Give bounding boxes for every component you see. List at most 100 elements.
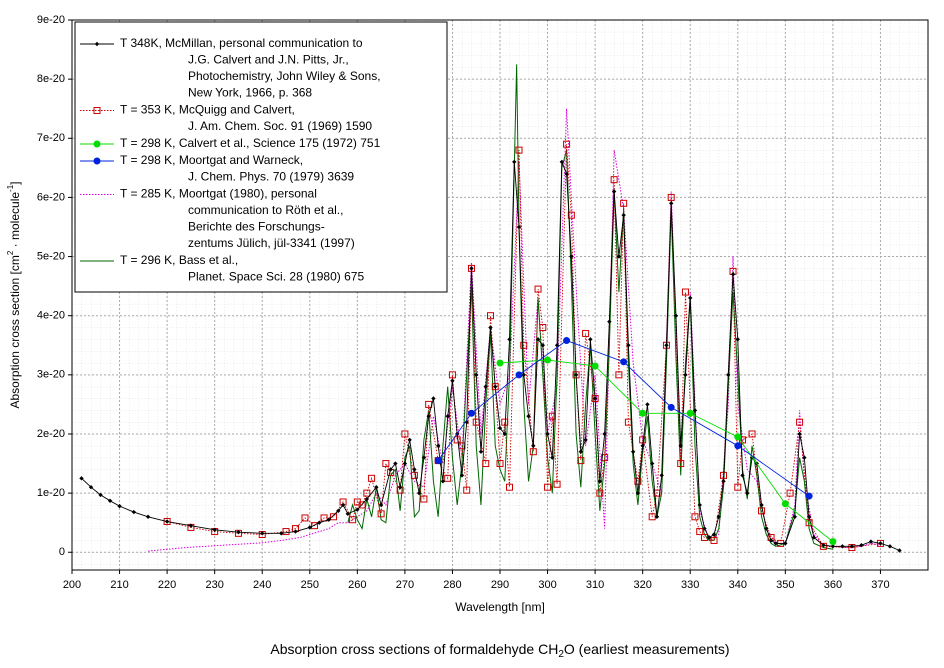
data-point bbox=[878, 541, 883, 546]
data-point bbox=[482, 460, 490, 468]
x-tick-label: 230 bbox=[205, 579, 223, 591]
data-point bbox=[515, 371, 523, 379]
data-point bbox=[544, 483, 552, 491]
data-point bbox=[488, 325, 493, 330]
legend-label: J. Chem. Phys. 70 (1979) 3639 bbox=[188, 170, 354, 184]
data-point bbox=[79, 476, 84, 481]
data-point bbox=[540, 343, 545, 348]
data-point bbox=[486, 312, 494, 320]
data-point bbox=[569, 254, 574, 259]
data-point bbox=[634, 477, 642, 485]
legend-box bbox=[74, 21, 448, 293]
data-point bbox=[388, 467, 393, 472]
data-point bbox=[630, 449, 636, 454]
data-point bbox=[734, 442, 742, 450]
x-tick-label: 360 bbox=[824, 579, 842, 591]
y-title-sup: 2 bbox=[6, 250, 15, 255]
y-title-part: · molecule bbox=[8, 192, 22, 251]
x-tick-label: 210 bbox=[110, 579, 128, 591]
data-point bbox=[710, 536, 718, 544]
legend-label: T = 298 K, Moortgat and Warneck, bbox=[120, 153, 303, 167]
data-point bbox=[520, 341, 528, 349]
x-tick-label: 260 bbox=[348, 579, 366, 591]
data-point bbox=[649, 461, 655, 466]
data-point bbox=[402, 461, 408, 466]
data-point bbox=[734, 483, 742, 491]
data-point bbox=[363, 489, 371, 497]
data-point bbox=[483, 384, 488, 389]
data-point bbox=[688, 295, 693, 301]
data-point bbox=[553, 480, 561, 488]
data-point bbox=[349, 516, 357, 524]
y-tick-label: 6e-20 bbox=[37, 191, 65, 203]
y-title-part: ] bbox=[8, 181, 22, 184]
data-point bbox=[496, 460, 504, 468]
data-point bbox=[669, 201, 674, 206]
data-point bbox=[445, 414, 450, 419]
data-point bbox=[639, 409, 647, 417]
data-point bbox=[526, 414, 531, 419]
legend-marker bbox=[93, 107, 101, 114]
data-point bbox=[745, 490, 750, 496]
y-tick-label: 1e-20 bbox=[37, 487, 65, 499]
series-line bbox=[148, 108, 881, 552]
data-point bbox=[897, 548, 902, 553]
data-point bbox=[735, 337, 740, 342]
series-line bbox=[347, 64, 833, 550]
legend-label: T = 353 K, McQuigg and Calvert, bbox=[120, 103, 295, 117]
data-point bbox=[783, 541, 788, 546]
x-tick-label: 270 bbox=[396, 579, 414, 591]
data-point bbox=[301, 514, 309, 522]
data-point bbox=[502, 431, 507, 437]
data-point bbox=[412, 467, 417, 472]
y-title-part: Absorption cross section [cm bbox=[8, 255, 22, 408]
title-part: Absorption cross sections of formaldehyd… bbox=[270, 641, 558, 657]
data-point bbox=[805, 492, 813, 500]
data-point bbox=[544, 356, 552, 364]
data-point bbox=[578, 449, 584, 454]
data-point bbox=[868, 539, 874, 544]
data-point bbox=[516, 224, 522, 230]
data-point bbox=[559, 159, 565, 165]
data-point bbox=[610, 176, 618, 184]
data-point bbox=[677, 460, 685, 468]
data-point bbox=[616, 254, 622, 259]
data-point bbox=[426, 414, 431, 419]
data-point bbox=[340, 502, 346, 508]
data-point bbox=[596, 489, 604, 497]
data-point bbox=[678, 443, 683, 449]
data-point bbox=[493, 384, 498, 389]
data-point bbox=[188, 523, 194, 528]
data-point bbox=[592, 396, 598, 401]
y-tick-label: 0 bbox=[59, 546, 65, 558]
data-point bbox=[107, 498, 113, 504]
y-title-sup: -1 bbox=[6, 184, 15, 192]
data-point bbox=[696, 528, 704, 536]
data-point bbox=[730, 272, 736, 277]
x-tick-label: 310 bbox=[586, 579, 604, 591]
title-sub: 2 bbox=[558, 649, 564, 660]
data-point bbox=[691, 513, 699, 521]
data-point bbox=[830, 544, 836, 549]
data-point bbox=[307, 525, 312, 530]
data-point bbox=[88, 485, 94, 490]
data-point bbox=[711, 532, 717, 537]
data-point bbox=[805, 519, 813, 527]
legend-marker bbox=[93, 140, 101, 148]
data-point bbox=[435, 443, 441, 449]
legend-label: T = 296 K, Bass et al., bbox=[120, 253, 238, 267]
data-point bbox=[621, 212, 626, 218]
data-point bbox=[131, 509, 137, 515]
data-point bbox=[416, 490, 422, 496]
data-point bbox=[876, 539, 884, 547]
data-point bbox=[758, 507, 766, 515]
data-point bbox=[515, 146, 523, 154]
y-tick-label: 2e-20 bbox=[37, 428, 65, 440]
data-point bbox=[806, 514, 812, 519]
data-point bbox=[591, 362, 599, 370]
x-tick-label: 220 bbox=[158, 579, 176, 591]
data-point bbox=[640, 443, 645, 449]
data-point bbox=[840, 544, 845, 549]
data-point bbox=[345, 511, 351, 517]
series-line bbox=[437, 340, 810, 497]
